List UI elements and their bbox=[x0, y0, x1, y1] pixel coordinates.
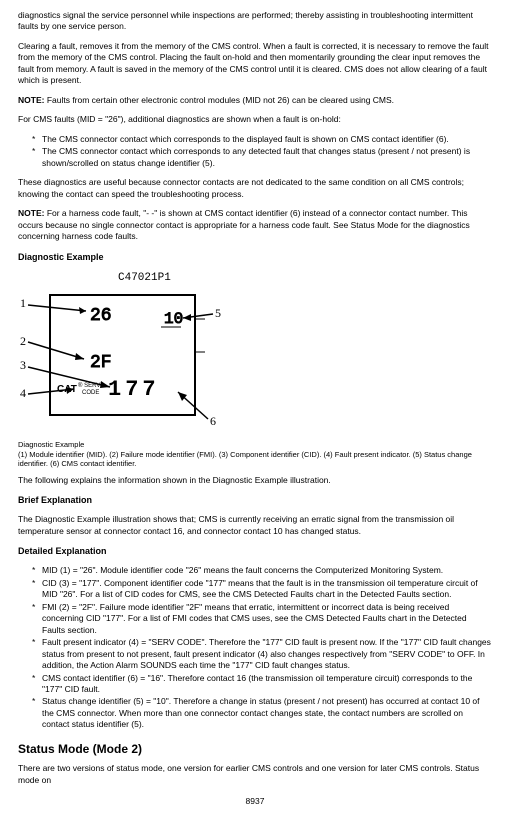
paragraph-useful: These diagnostics are useful because con… bbox=[18, 177, 492, 200]
figure-caption: Diagnostic Example (1) Module identifier… bbox=[18, 440, 492, 468]
note-2: NOTE: For a harness code fault, "- -" is… bbox=[18, 208, 492, 242]
bullet-2: The CMS connector contact which correspo… bbox=[42, 146, 492, 169]
figure-caption-title: Diagnostic Example bbox=[18, 440, 84, 449]
brief-explanation-text: The Diagnostic Example illustration show… bbox=[18, 514, 492, 537]
callout-4: 4 bbox=[20, 386, 26, 400]
bullet-list-1: The CMS connector contact which correspo… bbox=[18, 134, 492, 169]
detailed-2: CID (3) = "177". Component identifier co… bbox=[42, 578, 492, 601]
heading-status-mode: Status Mode (Mode 2) bbox=[18, 741, 492, 757]
callout-3: 3 bbox=[20, 358, 26, 372]
diagnostic-svg: 26 10 2F CAT ® SERV CODE 177 1 2 3 bbox=[18, 287, 228, 432]
seg-10: 10 bbox=[164, 310, 183, 328]
heading-diagnostic-example: Diagnostic Example bbox=[18, 251, 492, 263]
page-container: diagnostics signal the service personnel… bbox=[0, 0, 510, 815]
paragraph-midline: For CMS faults (MID = "26"), additional … bbox=[18, 114, 492, 125]
figure-caption-body: (1) Module identifier (MID). (2) Failure… bbox=[18, 450, 472, 468]
callout-6: 6 bbox=[210, 414, 216, 428]
status-mode-text: There are two versions of status mode, o… bbox=[18, 763, 492, 786]
callout-1: 1 bbox=[20, 296, 26, 310]
seg-26: 26 bbox=[90, 306, 112, 326]
paragraph-clearing: Clearing a fault, removes it from the me… bbox=[18, 41, 492, 87]
code-label: CODE bbox=[82, 390, 99, 396]
note-2-label: NOTE: bbox=[18, 208, 44, 218]
detailed-bullets: MID (1) = "26". Module identifier code "… bbox=[18, 565, 492, 731]
diagnostic-example-figure: 26 10 2F CAT ® SERV CODE 177 1 2 3 bbox=[18, 287, 228, 432]
bullet-1: The CMS connector contact which correspo… bbox=[42, 134, 492, 145]
paragraph-following: The following explains the information s… bbox=[18, 475, 492, 486]
note-2-text: For a harness code fault, "- -" is shown… bbox=[18, 208, 470, 241]
page-number: 8937 bbox=[18, 796, 492, 807]
seg-2f: 2F bbox=[90, 353, 112, 373]
detailed-4: Fault present indicator (4) = "SERV CODE… bbox=[42, 637, 492, 671]
heading-brief-explanation: Brief Explanation bbox=[18, 494, 492, 506]
seg-177: 177 bbox=[108, 377, 160, 402]
note-1-text: Faults from certain other electronic con… bbox=[44, 95, 394, 105]
callout-5: 5 bbox=[215, 306, 221, 320]
paragraph-intro-1: diagnostics signal the service personnel… bbox=[18, 10, 492, 33]
figure-code: C47021P1 bbox=[18, 271, 492, 286]
note-1: NOTE: Faults from certain other electron… bbox=[18, 95, 492, 106]
figure-wrap: C47021P1 26 10 2F CAT ® SERV CODE 177 bbox=[18, 271, 492, 433]
heading-detailed-explanation: Detailed Explanation bbox=[18, 545, 492, 557]
note-1-label: NOTE: bbox=[18, 95, 44, 105]
detailed-5: CMS contact identifier (6) = "16". There… bbox=[42, 673, 492, 696]
serv-label: ® SERV bbox=[78, 382, 100, 389]
detailed-3: FMI (2) = "2F". Failure mode identifier … bbox=[42, 602, 492, 636]
detailed-1: MID (1) = "26". Module identifier code "… bbox=[42, 565, 492, 576]
detailed-6: Status change identifier (5) = "10". The… bbox=[42, 696, 492, 730]
callout-2: 2 bbox=[20, 334, 26, 348]
